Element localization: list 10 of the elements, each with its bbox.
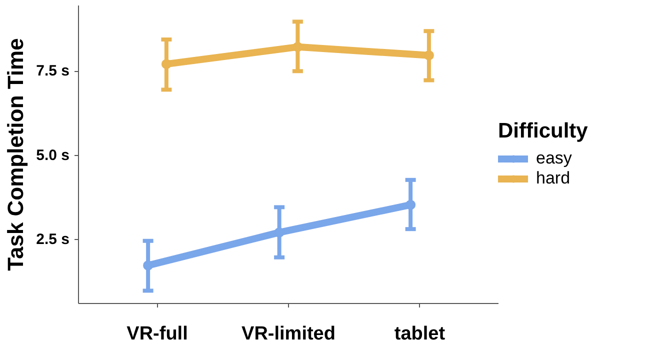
legend-title: Difficulty xyxy=(498,120,588,144)
x-tick-label: VR-full xyxy=(126,324,188,344)
x-tick-label: tablet xyxy=(394,324,446,344)
y-tick-label: 7.5 s xyxy=(36,62,70,80)
y-axis-title: Task Completion Time xyxy=(3,38,28,271)
x-tick-label: VR-limited xyxy=(242,324,336,344)
y-tick-label: 5.0 s xyxy=(36,146,70,164)
legend-label: hard xyxy=(536,168,572,188)
legend-label: easy xyxy=(536,148,573,168)
y-tick-label: 2.5 s xyxy=(36,231,70,248)
